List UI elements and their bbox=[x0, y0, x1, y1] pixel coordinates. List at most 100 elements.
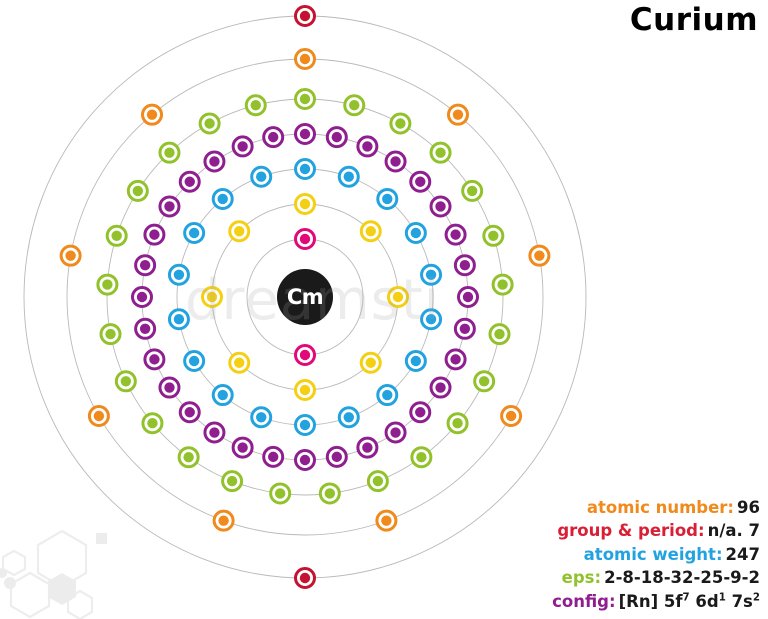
electron-dot bbox=[204, 118, 215, 129]
electron-dot bbox=[268, 451, 279, 463]
electron-dot bbox=[237, 442, 248, 453]
property-value-eps: 2-8-18-32-25-9-2 bbox=[604, 568, 760, 587]
electron-dot bbox=[299, 349, 311, 361]
properties-panel: atomic number: 96 group & period: n/a. 7 ato… bbox=[552, 496, 760, 614]
nucleus-circle bbox=[277, 269, 333, 325]
electron-dot bbox=[256, 412, 267, 423]
electron-dot bbox=[147, 418, 158, 429]
electron-dot bbox=[256, 171, 267, 182]
electron-dot bbox=[372, 475, 384, 487]
electron-dot bbox=[139, 260, 151, 271]
electron-dot bbox=[184, 407, 195, 418]
electron-dot bbox=[299, 53, 311, 65]
electron-dot bbox=[139, 323, 151, 334]
electron-dot bbox=[206, 291, 218, 303]
electron-dot bbox=[410, 355, 422, 367]
electron-dot bbox=[268, 131, 279, 143]
electron-dot bbox=[188, 355, 200, 367]
electron-dot bbox=[534, 250, 545, 261]
electron-dot bbox=[415, 176, 426, 187]
electron-dot bbox=[146, 109, 158, 120]
electron-dot bbox=[93, 410, 105, 422]
electron-dot bbox=[415, 407, 426, 418]
electron-dot bbox=[217, 389, 228, 401]
electron-dot bbox=[435, 147, 446, 158]
electron-dot bbox=[217, 193, 228, 205]
electron-dot bbox=[218, 515, 229, 526]
electron-dot bbox=[488, 230, 499, 242]
property-label-eps: eps: bbox=[561, 568, 602, 587]
electron-dot bbox=[349, 100, 360, 111]
electron-dot bbox=[234, 226, 245, 237]
electron-dot bbox=[299, 572, 311, 584]
electron-dot bbox=[299, 454, 311, 466]
electron-dot bbox=[331, 451, 342, 463]
electron-dot bbox=[299, 93, 311, 105]
electron-dot bbox=[425, 269, 437, 280]
property-row-atomic-weight: atomic weight: 247 bbox=[552, 543, 760, 567]
electron-dot bbox=[65, 250, 76, 261]
electron-dot bbox=[299, 419, 311, 431]
electron-dot bbox=[462, 291, 474, 303]
property-label-config: config: bbox=[552, 591, 616, 611]
electron-dot bbox=[173, 269, 185, 280]
electron-dot bbox=[299, 384, 311, 396]
property-value-group-period: n/a. 7 bbox=[707, 521, 760, 540]
electron-dot bbox=[149, 229, 160, 240]
property-row-group-period: group & period: n/a. 7 bbox=[552, 519, 760, 543]
property-label-atomic-weight: atomic weight: bbox=[583, 544, 723, 564]
nucleus-group bbox=[277, 269, 333, 325]
electron-dot bbox=[164, 382, 175, 393]
electrons-group bbox=[59, 5, 551, 589]
electron-dot bbox=[102, 279, 113, 290]
electron-dot bbox=[250, 100, 261, 111]
electron-dot bbox=[395, 118, 406, 129]
electron-dot bbox=[390, 427, 401, 438]
electron-dot bbox=[299, 163, 311, 175]
electron-dot bbox=[237, 141, 248, 152]
electron-dot bbox=[381, 515, 392, 526]
electron-dot bbox=[111, 230, 122, 242]
electron-dot bbox=[435, 382, 446, 393]
electron-dot bbox=[226, 475, 238, 487]
electron-dot bbox=[209, 156, 220, 167]
electron-dot bbox=[362, 442, 373, 453]
electron-dot bbox=[425, 314, 437, 325]
electron-dot bbox=[494, 328, 505, 340]
electron-dot bbox=[234, 357, 245, 368]
electron-dot bbox=[382, 193, 393, 205]
electron-dot bbox=[362, 141, 373, 152]
electron-dot bbox=[416, 451, 427, 463]
electron-dot bbox=[173, 314, 185, 325]
electron-dot bbox=[497, 279, 508, 290]
electron-dot bbox=[505, 410, 517, 422]
page-title: Curium bbox=[629, 2, 758, 38]
electron-dot bbox=[299, 10, 311, 22]
electron-dot bbox=[164, 147, 175, 158]
electron-dot bbox=[392, 291, 404, 303]
electron-dot bbox=[410, 227, 422, 239]
electron-dot bbox=[459, 260, 471, 271]
electron-dot bbox=[343, 171, 354, 182]
electron-dot bbox=[365, 226, 376, 237]
property-value-atomic-number: 96 bbox=[737, 497, 760, 517]
property-label-atomic-number: atomic number: bbox=[586, 497, 735, 517]
electron-dot bbox=[274, 488, 286, 499]
electron-dot bbox=[183, 451, 194, 463]
electron-dot bbox=[188, 227, 200, 239]
electron-dot bbox=[105, 328, 116, 340]
electron-dot bbox=[452, 418, 463, 429]
property-row-config: config: [Rn] 5f7 6d1 7s2 bbox=[552, 590, 760, 614]
electron-dot bbox=[435, 201, 446, 212]
electron-dot bbox=[164, 201, 175, 212]
electron-dot bbox=[390, 156, 401, 167]
property-label-group-period: group & period: bbox=[557, 521, 705, 540]
electron-dot bbox=[132, 185, 144, 197]
electron-dot bbox=[459, 323, 471, 334]
property-value-config: [Rn] 5f7 6d1 7s2 bbox=[618, 591, 760, 611]
electron-dot bbox=[365, 357, 376, 368]
property-value-atomic-weight: 247 bbox=[725, 544, 760, 564]
electron-dot bbox=[184, 176, 195, 187]
